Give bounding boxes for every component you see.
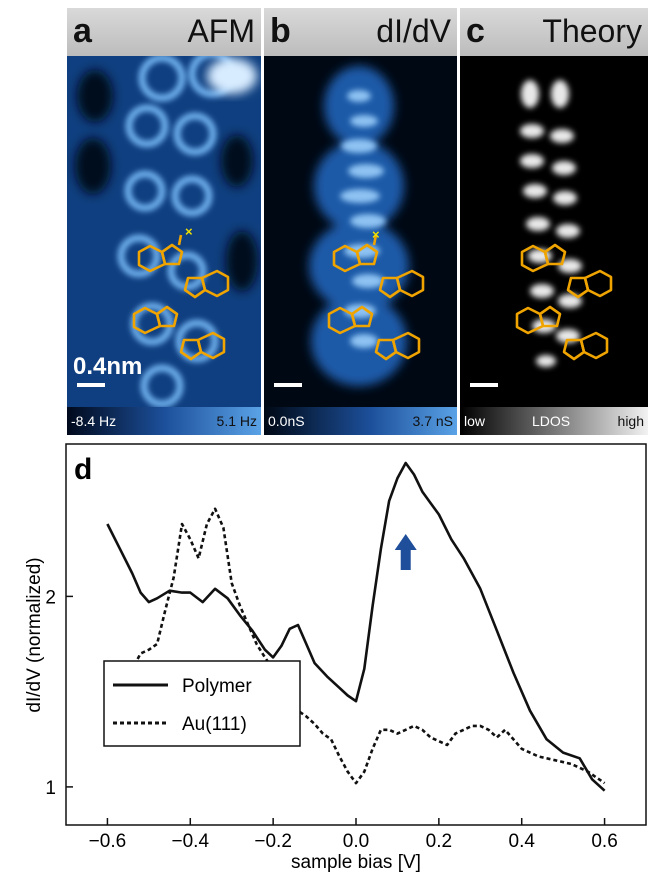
scale-bar-b [274,383,302,387]
x-tick-label: 0.4 [509,831,536,852]
panel-a-afm: a AFM × 0.4nm -8.4 Hz 5.1 Hz [67,8,261,435]
colorbar-b-max: 3.7 nS [412,413,453,429]
peak-arrow [394,534,417,570]
scale-bar-a [77,383,105,387]
panel-a-letter: a [73,12,92,50]
scale-bar-c [470,383,498,387]
afm-image: × 0.4nm [67,56,261,407]
x-tick-label: −0.4 [172,831,210,852]
colorbar-a-max: 5.1 Hz [216,413,257,429]
didv-spectra-chart: d −0.6 −0.4 −0.2 0.0 0.2 0.4 0.6 12 sample bia… [24,443,647,873]
svg-text:×: × [185,224,193,239]
panel-b-header: b dI/dV [264,8,457,56]
legend: Polymer Au(111) [103,660,301,747]
legend-label-au111: Au(111) [182,714,247,735]
panel-d-letter: d [74,453,92,486]
colorbar-a: -8.4 Hz 5.1 Hz [67,407,261,435]
colorbar-c-max: high [617,413,644,429]
panel-b-letter: b [270,12,291,50]
y-tick-label: 2 [45,587,56,608]
x-ticks: −0.6 −0.4 −0.2 0.0 0.2 0.4 0.6 [89,818,618,852]
x-tick-label: 0.2 [426,831,452,852]
series-line-au111 [106,507,606,785]
legend-box [103,660,301,747]
x-axis-label: sample bias [V] [291,852,421,873]
panel-b-didv: b dI/dV × 0.0nS 3.7 nS [264,8,457,435]
legend-label-polymer: Polymer [182,676,252,697]
y-ticks: 12 [45,587,73,799]
colorbar-b-min: 0.0nS [268,413,305,429]
panel-c-theory: c Theory low LDOS high [460,8,648,435]
colorbar-a-min: -8.4 Hz [71,413,117,429]
colorbar-c-mid: LDOS [532,413,571,429]
panel-a-title: AFM [187,13,255,49]
x-tick-label: 0.6 [591,831,617,852]
didv-image: × [264,56,457,407]
series-lines [106,461,606,792]
y-axis-label: dI/dV (normalized) [24,557,45,712]
x-tick-label: −0.6 [89,831,127,852]
panel-a-header: a AFM [67,8,261,56]
structure-overlay-b: × [327,227,425,361]
colorbar-c: low LDOS high [460,407,648,435]
panel-b-title: dI/dV [376,13,451,49]
colorbar-c-min: low [464,413,486,429]
series-line-polymer [106,461,606,792]
structure-overlay-a: × [132,224,230,361]
colorbar-b: 0.0nS 3.7 nS [264,407,457,435]
x-tick-label: 0.0 [343,831,369,852]
arrow-icon [394,534,417,570]
panel-c-letter: c [466,12,485,50]
panel-c-header: c Theory [460,8,648,56]
theory-image [460,56,648,407]
svg-text:×: × [372,227,380,242]
y-tick-label: 1 [45,778,56,799]
scale-bar-label: 0.4nm [73,353,142,380]
panel-c-title: Theory [542,13,642,49]
plot-frame [65,443,647,826]
x-tick-label: −0.2 [254,831,292,852]
